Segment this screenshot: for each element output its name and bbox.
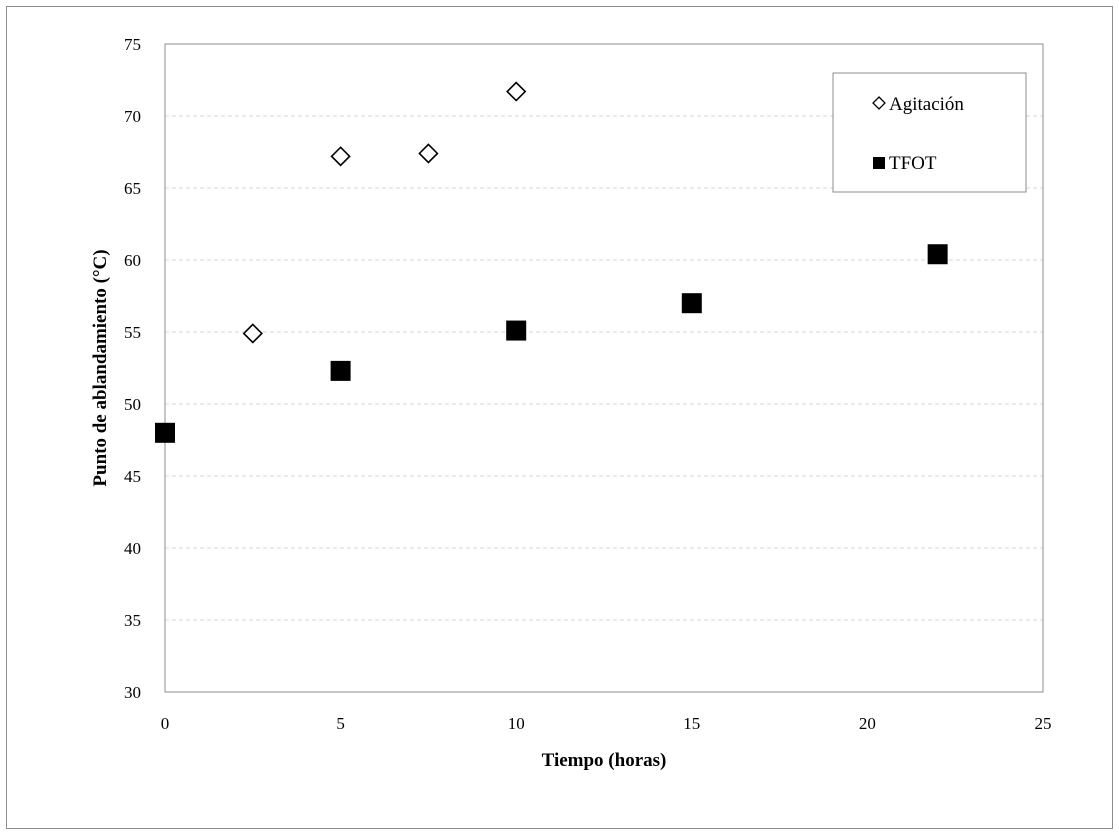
legend-label-tfot: TFOT <box>889 153 937 174</box>
data-points <box>155 81 948 443</box>
x-axis-ticks: 0 5 10 15 20 25 <box>161 714 1052 733</box>
data-point-agitacion <box>242 323 263 344</box>
y-tick-label: 70 <box>124 107 141 126</box>
y-tick-label: 45 <box>124 467 141 486</box>
y-tick-label: 35 <box>124 611 141 630</box>
legend-label-agitacion: Agitación <box>889 94 964 115</box>
legend-item-tfot: TFOT <box>873 153 937 174</box>
x-axis-title: Tiempo (horas) <box>542 750 667 771</box>
legend-box <box>832 72 1027 193</box>
y-axis-ticks: 30 35 40 45 50 55 60 65 70 75 <box>124 35 141 702</box>
x-tick-label: 20 <box>859 714 876 733</box>
x-tick-label: 10 <box>508 714 525 733</box>
x-tick-label: 25 <box>1035 714 1052 733</box>
data-point-agitacion <box>506 81 527 102</box>
data-point-agitacion <box>418 143 439 164</box>
y-tick-label: 75 <box>124 35 141 54</box>
x-tick-label: 0 <box>161 714 170 733</box>
data-point-tfot <box>506 320 527 341</box>
data-point-tfot <box>927 244 948 265</box>
y-axis-title: Punto de ablandamiento (°C) <box>90 249 111 486</box>
plot-area-border <box>164 43 1044 693</box>
legend-square-icon <box>873 157 885 169</box>
legend: Agitación TFOT <box>832 72 1027 193</box>
x-tick-label: 5 <box>336 714 345 733</box>
legend-diamond-icon <box>872 96 886 110</box>
data-point-tfot <box>155 422 175 443</box>
data-point-agitacion <box>330 146 351 167</box>
y-tick-label: 60 <box>124 251 141 270</box>
y-tick-label: 50 <box>124 395 141 414</box>
y-tick-label: 65 <box>124 179 141 198</box>
y-tick-label: 30 <box>124 683 141 702</box>
y-tick-label: 40 <box>124 539 141 558</box>
legend-item-agitacion: Agitación <box>872 94 964 115</box>
data-point-tfot <box>681 293 702 314</box>
x-tick-label: 15 <box>683 714 700 733</box>
y-tick-label: 55 <box>124 323 141 342</box>
data-point-tfot <box>330 360 351 381</box>
